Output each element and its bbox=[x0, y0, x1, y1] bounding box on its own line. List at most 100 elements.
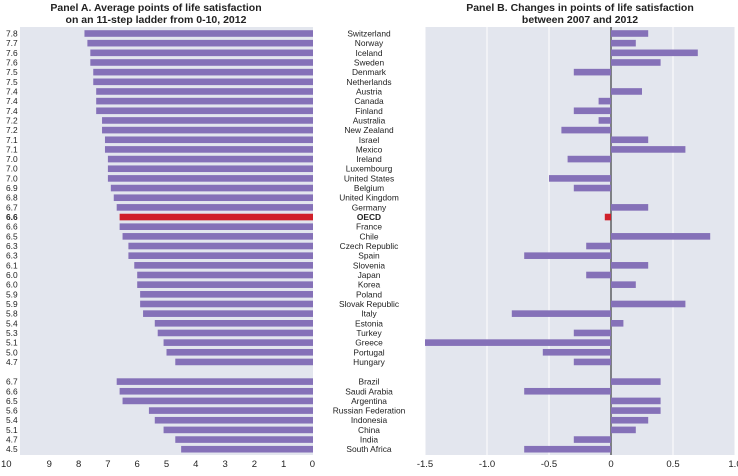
panel-a-value-label: 6.6 bbox=[6, 386, 18, 396]
category-label: Norway bbox=[355, 38, 384, 48]
panel-b-tick-label: 0.5 bbox=[666, 459, 679, 470]
panel-a-bar bbox=[163, 339, 313, 346]
category-label: India bbox=[360, 435, 379, 445]
panel-a-bar bbox=[116, 204, 313, 211]
panel-a-bar bbox=[154, 416, 313, 424]
panel-b-bar bbox=[567, 155, 611, 163]
category-label: Portugal bbox=[353, 347, 384, 357]
category-label: Slovak Republic bbox=[339, 299, 399, 309]
panel-b-bar bbox=[611, 378, 661, 385]
panel-a-value-label: 6.7 bbox=[6, 202, 18, 212]
panel-a-value-label: 5.0 bbox=[6, 347, 18, 357]
category-label: China bbox=[358, 425, 380, 435]
panel-a-bar bbox=[128, 252, 313, 259]
panel-b-bar bbox=[611, 416, 649, 424]
category-label: Russian Federation bbox=[333, 406, 406, 416]
panel-b-bar bbox=[611, 397, 661, 405]
panel-a-tick-label: 4 bbox=[193, 459, 198, 470]
panel-b-bar bbox=[561, 126, 611, 134]
panel-a-tick-label: 6 bbox=[135, 459, 140, 470]
panel-b-bar bbox=[611, 30, 649, 37]
panel-b-bar bbox=[511, 310, 611, 317]
panel-a-value-label: 5.4 bbox=[6, 415, 18, 425]
panel-b-bar bbox=[573, 329, 611, 337]
panel-a-value-label: 4.7 bbox=[6, 357, 18, 367]
panel-a-bar bbox=[175, 358, 313, 366]
category-label: Hungary bbox=[353, 357, 385, 367]
category-label: Australia bbox=[353, 115, 386, 125]
panel-a-value-label: 7.2 bbox=[6, 125, 18, 135]
panel-a-value-label: 7.7 bbox=[6, 38, 18, 48]
panel-a-value-label: 7.1 bbox=[6, 135, 18, 145]
panel-b-bar bbox=[611, 49, 698, 57]
panel-a-value-label: 6.8 bbox=[6, 193, 18, 203]
panel-b-bar bbox=[425, 339, 611, 346]
panel-a-value-label: 6.5 bbox=[6, 396, 18, 406]
panel-a-tick-label: 7 bbox=[105, 459, 110, 470]
panel-a-bar bbox=[122, 397, 313, 405]
panel-a-value-label: 6.6 bbox=[6, 212, 18, 222]
panel-b-bar bbox=[524, 445, 611, 453]
panel-b-tick-label: -0.5 bbox=[541, 459, 557, 470]
panel-a-tick-label: 3 bbox=[222, 459, 227, 470]
category-label: Netherlands bbox=[346, 77, 391, 87]
panel-a-value-label: 7.0 bbox=[6, 164, 18, 174]
panel-a-value-label: 7.4 bbox=[6, 86, 18, 96]
category-label: New Zealand bbox=[344, 125, 394, 135]
panel-b-bar bbox=[611, 407, 661, 414]
category-label: Estonia bbox=[355, 318, 383, 328]
panel-a-value-label: 6.3 bbox=[6, 251, 18, 261]
panel-a-bar bbox=[102, 117, 313, 124]
panel-a-tick-label: 1 bbox=[281, 459, 286, 470]
panel-a-bar bbox=[107, 155, 314, 163]
panel-b-title-line1: Panel B. Changes in points of life satis… bbox=[466, 2, 694, 14]
panel-b-bar bbox=[611, 88, 642, 95]
panel-a-title-line1: Panel A. Average points of life satisfac… bbox=[50, 2, 261, 14]
panel-a-bar bbox=[163, 426, 313, 434]
panel-a-bar bbox=[166, 348, 313, 356]
panel-b-bar bbox=[611, 320, 624, 327]
category-label: Indonesia bbox=[351, 415, 388, 425]
panel-a-value-label: 7.5 bbox=[6, 77, 18, 87]
panel-b-bar bbox=[573, 107, 611, 115]
panel-a-tick-label: 0 bbox=[310, 459, 315, 470]
panel-a-title-line2: on an 11-step ladder from 0-10, 2012 bbox=[66, 14, 247, 26]
panel-b-bar bbox=[611, 136, 649, 144]
panel-a-bar bbox=[104, 136, 313, 144]
panel-a-value-label: 6.5 bbox=[6, 231, 18, 241]
panel-a-bar bbox=[110, 184, 313, 192]
panel-a-value-label: 7.5 bbox=[6, 67, 18, 77]
category-label: Italy bbox=[361, 309, 377, 319]
panel-a-bar bbox=[93, 68, 313, 76]
panel-b-bar bbox=[611, 262, 649, 269]
panel-a-value-label: 5.9 bbox=[6, 299, 18, 309]
category-label: Germany bbox=[352, 202, 387, 212]
panel-a-bar bbox=[84, 30, 314, 37]
category-label: Japan bbox=[358, 270, 381, 280]
panel-a-bar bbox=[102, 126, 313, 134]
panel-b-bar bbox=[611, 39, 636, 47]
panel-a-bar bbox=[96, 107, 314, 115]
category-label: Argentina bbox=[351, 396, 387, 406]
category-label: Sweden bbox=[354, 57, 385, 67]
panel-b-bar bbox=[604, 213, 611, 221]
panel-b-bar bbox=[573, 436, 611, 443]
panel-a-bar bbox=[90, 49, 313, 57]
panel-a-bar bbox=[104, 146, 313, 153]
panel-a-value-label: 6.0 bbox=[6, 270, 18, 280]
panel-a-value-label: 6.1 bbox=[6, 260, 18, 270]
panel-b-bar bbox=[611, 300, 686, 308]
panel-b-bar bbox=[542, 348, 611, 356]
panel-b-bar bbox=[586, 242, 611, 250]
panel-a-bar bbox=[107, 175, 314, 182]
panel-a-tick-label: 5 bbox=[164, 459, 169, 470]
panel-a-tick-label: 10 bbox=[1, 459, 12, 470]
category-label: Turkey bbox=[356, 328, 382, 338]
panel-a-value-label: 4.5 bbox=[6, 444, 18, 454]
panel-b-bar bbox=[549, 175, 611, 182]
panel-b-tick-label: -1.0 bbox=[479, 459, 495, 470]
panel-b-bar bbox=[573, 184, 611, 192]
category-label: Spain bbox=[358, 251, 380, 261]
category-label: Luxembourg bbox=[346, 164, 393, 174]
